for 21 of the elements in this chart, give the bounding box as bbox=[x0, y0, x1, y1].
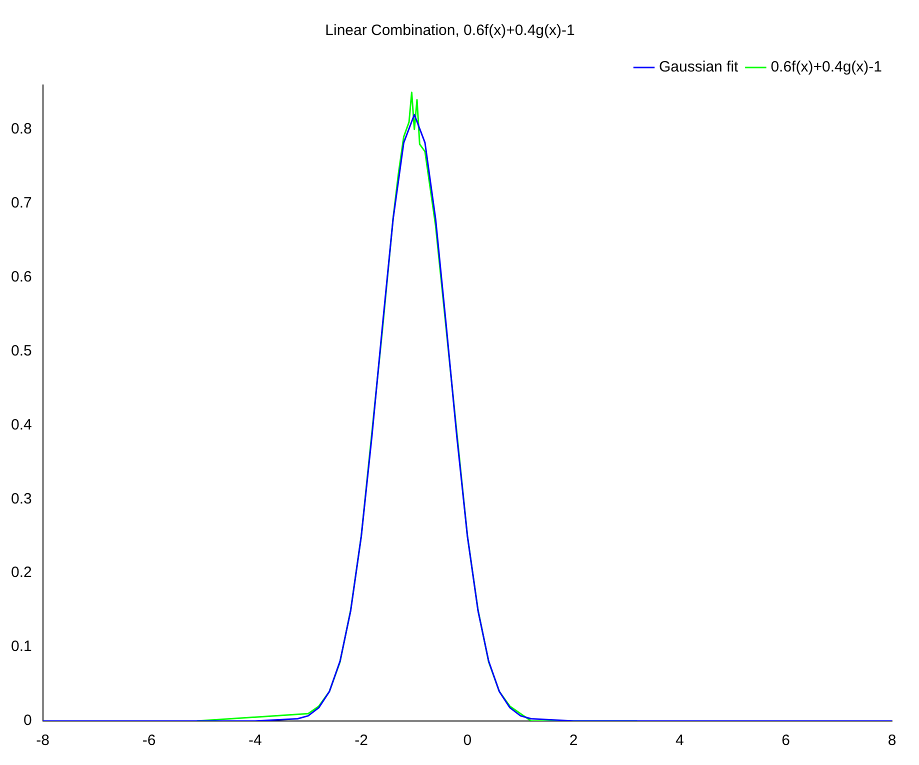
y-tick-label: 0.1 bbox=[10, 638, 32, 656]
x-tick-label: -2 bbox=[354, 732, 368, 750]
chart-title: Linear Combination, 0.6f(x)+0.4g(x)-1 bbox=[325, 22, 575, 40]
x-tick-label: -4 bbox=[248, 732, 262, 750]
y-tick-label: 0.5 bbox=[10, 342, 32, 360]
y-tick-label: 0.6 bbox=[10, 268, 32, 286]
x-tick-label: -8 bbox=[36, 732, 50, 750]
y-tick-label: 0.3 bbox=[10, 490, 32, 508]
x-tick-label: 0 bbox=[463, 732, 472, 750]
x-tick-label: 6 bbox=[782, 732, 790, 750]
x-tick-label: 2 bbox=[569, 732, 578, 750]
x-tick-label: 8 bbox=[888, 732, 896, 750]
legend-label: Gaussian fit bbox=[659, 58, 740, 76]
y-tick-label: 0.7 bbox=[10, 194, 32, 212]
legend-label: 0.6f(x)+0.4g(x)-1 bbox=[770, 58, 882, 76]
y-tick-label: 0.2 bbox=[10, 564, 32, 582]
y-tick-label: 0.4 bbox=[10, 416, 32, 434]
y-tick-label: 0.8 bbox=[10, 120, 32, 138]
y-tick-label: 0 bbox=[24, 712, 32, 730]
x-tick-label: 4 bbox=[676, 732, 684, 750]
x-tick-label: -6 bbox=[142, 732, 156, 750]
